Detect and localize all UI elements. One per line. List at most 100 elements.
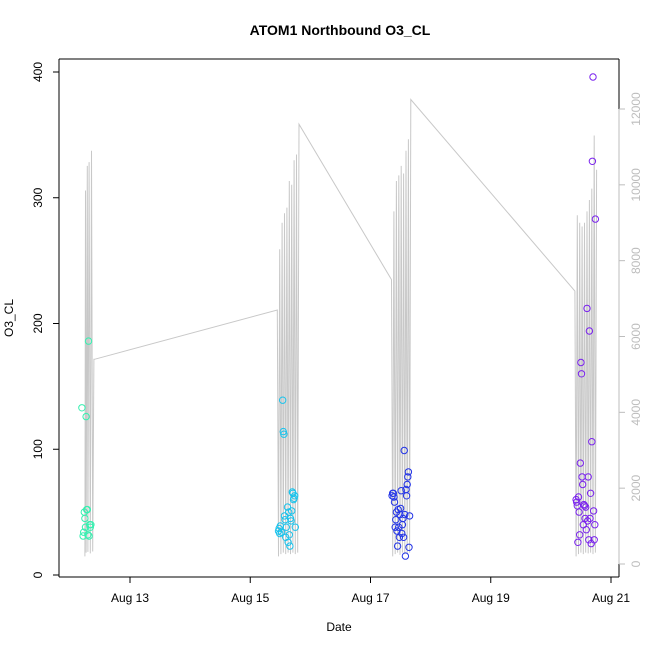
y-tick-label: 100 bbox=[31, 439, 45, 459]
y2-tick-label: 2000 bbox=[629, 474, 643, 501]
data-point bbox=[82, 412, 90, 421]
data-point bbox=[579, 480, 587, 489]
data-point bbox=[576, 531, 584, 539]
data-point bbox=[401, 510, 409, 519]
chart-title: ATOM1 Northbound O3_CL bbox=[250, 22, 431, 38]
data-point bbox=[573, 502, 581, 510]
data-point bbox=[280, 430, 288, 438]
data-point bbox=[577, 358, 585, 367]
data-point bbox=[403, 480, 411, 489]
data-point bbox=[583, 304, 591, 313]
x-axis-label: Date bbox=[326, 620, 352, 634]
data-point bbox=[574, 493, 583, 501]
data-point bbox=[404, 473, 412, 481]
data-point bbox=[84, 531, 92, 539]
data-point bbox=[286, 542, 294, 550]
data-point bbox=[399, 514, 407, 523]
data-point bbox=[577, 370, 586, 378]
data-point bbox=[291, 523, 299, 531]
data-point bbox=[576, 459, 584, 467]
data-point bbox=[582, 503, 590, 511]
x-tick-label: Aug 17 bbox=[351, 591, 389, 605]
data-point bbox=[399, 533, 408, 541]
data-point bbox=[392, 516, 400, 524]
x-tick-label: Aug 21 bbox=[592, 591, 630, 605]
data-point bbox=[78, 404, 86, 412]
data-point bbox=[390, 498, 399, 506]
data-point bbox=[393, 542, 402, 550]
data-point bbox=[83, 505, 92, 514]
secondary-trace-layer bbox=[84, 98, 598, 557]
y2-tick-label: 8000 bbox=[629, 247, 643, 274]
data-point bbox=[575, 508, 583, 516]
data-point bbox=[391, 523, 399, 531]
data-point bbox=[588, 438, 596, 446]
data-point bbox=[583, 517, 592, 525]
data-point bbox=[291, 492, 299, 500]
data-point bbox=[287, 517, 295, 525]
y-tick-label: 200 bbox=[31, 313, 45, 333]
x-tick-label: Aug 19 bbox=[472, 591, 510, 605]
y-tick-label: 0 bbox=[31, 571, 45, 578]
y2-tick-label: 12000 bbox=[629, 92, 643, 126]
x-axis: Aug 13 Aug 15 Aug 17 Aug 19 Aug 21 bbox=[111, 576, 630, 605]
data-point bbox=[280, 512, 289, 520]
secondary-trace-line bbox=[84, 98, 598, 557]
data-point bbox=[87, 521, 95, 529]
data-point bbox=[586, 514, 594, 523]
data-point bbox=[277, 528, 286, 536]
data-point bbox=[396, 504, 405, 513]
data-point bbox=[574, 538, 582, 546]
data-point bbox=[589, 73, 597, 81]
points-layer bbox=[78, 73, 600, 560]
series-2 bbox=[274, 396, 299, 550]
data-point bbox=[84, 337, 93, 345]
x-tick-label: Aug 13 bbox=[111, 591, 149, 605]
data-point bbox=[584, 473, 592, 481]
data-point bbox=[283, 503, 292, 511]
data-point bbox=[390, 493, 398, 501]
data-point bbox=[395, 533, 404, 541]
data-point bbox=[591, 215, 600, 223]
y2-tick-label: 4000 bbox=[629, 399, 643, 426]
data-point bbox=[581, 514, 589, 523]
series-1 bbox=[78, 337, 95, 540]
data-point bbox=[591, 521, 599, 529]
data-point bbox=[279, 396, 287, 404]
data-point bbox=[573, 498, 581, 506]
data-point bbox=[398, 529, 406, 538]
data-point bbox=[585, 536, 593, 544]
data-point bbox=[285, 531, 293, 539]
y2-tick-label: 6000 bbox=[629, 323, 643, 350]
data-point bbox=[589, 507, 598, 515]
data-point bbox=[284, 538, 292, 546]
y-tick-label: 400 bbox=[31, 62, 45, 82]
x-tick-label: Aug 15 bbox=[231, 591, 269, 605]
data-point bbox=[85, 532, 93, 540]
data-point bbox=[586, 489, 595, 497]
data-point bbox=[400, 446, 408, 455]
data-point bbox=[578, 473, 586, 481]
y-axis: 0 100 200 300 400 bbox=[31, 58, 620, 578]
data-point bbox=[81, 514, 89, 523]
y-tick-label: 300 bbox=[31, 187, 45, 207]
data-point bbox=[402, 492, 411, 500]
data-point bbox=[588, 157, 597, 166]
series-4 bbox=[572, 73, 600, 548]
y2-tick-label: 0 bbox=[629, 560, 643, 567]
data-point bbox=[276, 529, 284, 538]
data-point bbox=[405, 543, 413, 551]
data-point bbox=[590, 536, 598, 544]
y-axis-label: O3_CL bbox=[2, 299, 16, 337]
series-3 bbox=[388, 446, 414, 560]
data-point bbox=[397, 487, 405, 495]
y2-axis-right: 0 2000 4000 6000 8000 10000 12000 bbox=[618, 92, 643, 567]
data-point bbox=[282, 523, 290, 531]
data-point bbox=[580, 502, 589, 510]
data-point bbox=[389, 489, 397, 497]
data-point bbox=[401, 552, 410, 560]
data-point bbox=[582, 526, 590, 534]
y2-tick-label: 10000 bbox=[629, 168, 643, 202]
data-point bbox=[404, 468, 413, 476]
